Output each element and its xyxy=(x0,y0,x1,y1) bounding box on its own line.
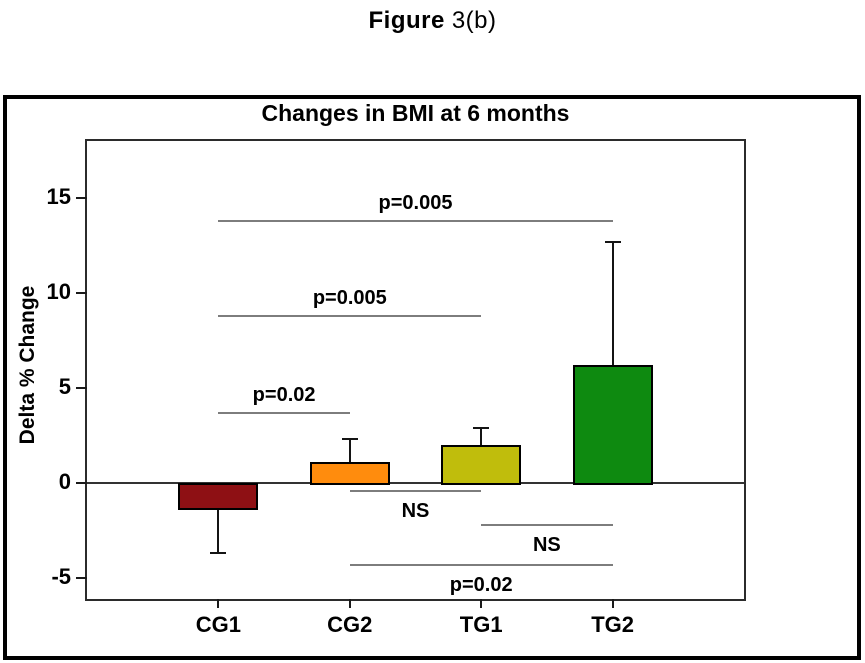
sig-label-cg2-tg1: NS xyxy=(401,499,430,522)
error-cap-tg2 xyxy=(604,240,621,243)
error-cap-tg1 xyxy=(473,426,490,429)
y-tick xyxy=(76,482,87,485)
plot-area: 15 10 5 0 -5 CG1 CG2 TG1 TG2 p=0.005 p=0.005 p=0.02… xyxy=(47,139,746,637)
sig-line-cg1-cg2 xyxy=(218,411,350,414)
sig-label-cg1-tg1: p=0.005 xyxy=(312,286,387,309)
x-tick-label-cg1: CG1 xyxy=(195,612,242,637)
error-cap-cg1 xyxy=(210,552,227,555)
sig-line-tg1-tg2 xyxy=(481,523,613,526)
y-axis-title: Delta % Change xyxy=(16,285,39,445)
figure-caption-prefix: Figure xyxy=(368,7,445,34)
error-bar-tg1 xyxy=(480,427,483,446)
sig-label-cg1-tg2: p=0.005 xyxy=(378,191,453,214)
x-tick-tg2 xyxy=(611,599,614,608)
x-tick-label-cg2: CG2 xyxy=(327,612,373,637)
y-tick-label-10: 10 xyxy=(46,279,71,305)
figure-caption-number: 3(b) xyxy=(451,7,497,34)
bar-cg2 xyxy=(309,462,390,486)
y-tick-label-15: 15 xyxy=(46,184,71,209)
bar-tg1 xyxy=(441,445,522,486)
sig-line-cg1-tg1 xyxy=(218,314,482,317)
sig-line-cg1-tg2 xyxy=(218,219,613,222)
chart-title: Changes in BMI at 6 months xyxy=(261,100,570,126)
error-bar-cg2 xyxy=(348,439,351,463)
y-tick xyxy=(76,577,87,580)
y-tick xyxy=(76,197,87,199)
error-bar-cg1 xyxy=(217,509,220,554)
sig-label-tg1-tg2: NS xyxy=(532,533,561,556)
sig-label-cg2-tg2: p=0.02 xyxy=(449,573,513,596)
zero-line xyxy=(87,482,744,485)
y-tick xyxy=(76,387,87,390)
x-tick-cg2 xyxy=(348,599,351,608)
sig-label-cg1-cg2: p=0.02 xyxy=(252,383,316,406)
y-tick-label-5: 5 xyxy=(58,374,71,400)
x-tick-label-tg2: TG2 xyxy=(591,612,634,637)
error-bar-tg2 xyxy=(611,241,614,366)
bar-tg2 xyxy=(572,365,653,486)
chart-frame xyxy=(3,95,861,660)
x-tick-label-tg1: TG1 xyxy=(459,612,503,637)
sig-line-cg2-tg1 xyxy=(349,489,482,492)
y-tick-label--5: -5 xyxy=(51,564,71,590)
bar-cg1 xyxy=(178,483,259,510)
x-tick-cg1 xyxy=(217,599,220,608)
sig-line-cg2-tg2 xyxy=(349,563,613,566)
y-tick-label-0: 0 xyxy=(58,469,71,495)
error-cap-cg2 xyxy=(341,438,358,441)
y-tick xyxy=(76,292,87,295)
x-tick-tg1 xyxy=(480,599,483,608)
figure-caption: Figure 3(b) xyxy=(0,7,865,35)
